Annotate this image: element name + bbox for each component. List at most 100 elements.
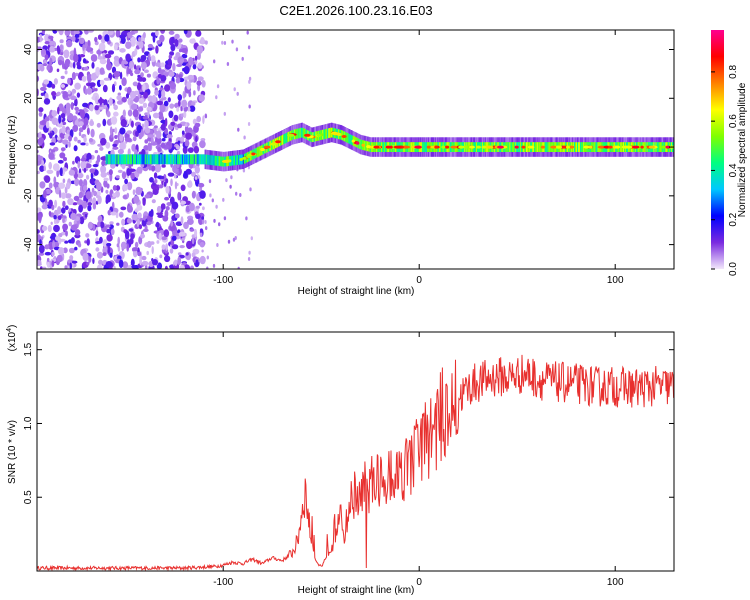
noise-speckle — [180, 136, 185, 142]
ridge-core — [383, 142, 386, 152]
noise-speckle — [201, 80, 206, 88]
noise-speckle — [64, 97, 70, 101]
noise-speckle — [122, 261, 129, 269]
noise-speckle — [112, 143, 118, 147]
noise-speckle — [164, 255, 171, 263]
noise-speckle — [147, 43, 153, 48]
noise-speckle — [117, 148, 124, 155]
noise-speckle — [191, 190, 196, 199]
ridge-core — [171, 154, 173, 165]
ridge-core — [183, 154, 185, 165]
ridge-peak — [239, 158, 243, 161]
noise-speckle — [137, 124, 142, 134]
noise-speckle — [249, 187, 252, 192]
noise-speckle — [90, 128, 95, 138]
noise-speckle — [124, 178, 128, 185]
noise-speckle — [181, 53, 188, 59]
ridge-core — [592, 142, 594, 152]
ridge-peak — [597, 145, 606, 149]
noise-speckle — [83, 66, 89, 71]
noise-speckle — [64, 240, 69, 244]
ridge-core — [218, 156, 220, 166]
noise-speckle — [100, 137, 107, 146]
noise-speckle — [53, 181, 60, 189]
ridge-core — [213, 155, 215, 166]
ridge-core — [539, 142, 541, 152]
noise-speckle — [150, 182, 158, 190]
ridge-core — [595, 142, 597, 152]
noise-speckle — [77, 161, 81, 169]
noise-speckle — [105, 198, 109, 205]
noise-speckle — [155, 62, 162, 67]
noise-speckle — [57, 59, 63, 66]
noise-speckle — [113, 71, 121, 78]
noise-speckle — [98, 42, 106, 52]
noise-speckle — [65, 230, 68, 237]
noise-speckle — [51, 260, 55, 267]
noise-speckle — [51, 47, 55, 53]
noise-speckle — [227, 239, 231, 244]
ridge-core — [112, 154, 114, 165]
noise-speckle — [197, 76, 204, 81]
ridge-core — [155, 154, 157, 165]
noise-speckle — [38, 252, 45, 256]
noise-speckle — [127, 109, 133, 117]
ridge-peak — [476, 145, 481, 149]
noise-speckle — [237, 266, 240, 269]
noise-speckle — [195, 135, 198, 143]
noise-speckle — [70, 224, 78, 231]
noise-speckle — [81, 75, 87, 82]
noise-speckle — [179, 58, 184, 63]
noise-speckle — [192, 63, 197, 70]
noise-speckle — [58, 114, 62, 124]
ridge-core — [120, 154, 122, 165]
ridge-core — [284, 133, 286, 144]
ridge-core — [116, 154, 118, 165]
noise-speckle — [173, 259, 178, 266]
noise-speckle — [89, 104, 94, 112]
colorbar-tick-label: 0.6 — [728, 114, 739, 128]
ridge-core — [191, 154, 194, 165]
ridge-core — [158, 154, 160, 165]
noise-speckle — [231, 39, 234, 44]
noise-speckle — [181, 99, 188, 108]
noise-speckle — [156, 240, 160, 244]
ridge-core — [114, 154, 116, 165]
noise-speckle — [201, 249, 204, 253]
noise-speckle — [72, 61, 76, 69]
noise-speckle — [163, 229, 170, 238]
noise-speckle — [185, 123, 188, 127]
noise-speckle — [185, 200, 191, 205]
noise-speckle — [113, 44, 118, 51]
noise-speckle — [174, 232, 180, 237]
noise-speckle — [103, 99, 108, 106]
noise-speckle — [117, 236, 120, 246]
noise-speckle — [180, 200, 187, 205]
noise-speckle — [183, 106, 188, 111]
ridge-core — [255, 148, 257, 158]
noise-speckle — [204, 220, 207, 224]
noise-speckle — [160, 203, 166, 210]
ridge-core — [168, 154, 170, 165]
noise-speckle — [206, 266, 209, 269]
ridge-core — [163, 154, 165, 165]
noise-speckle — [65, 193, 72, 199]
noise-speckle — [126, 217, 132, 224]
noise-speckle — [136, 204, 143, 211]
noise-speckle — [213, 59, 216, 64]
noise-speckle — [147, 134, 155, 138]
ridge-core — [150, 154, 152, 165]
ridge-core — [439, 142, 442, 152]
noise-speckle — [171, 244, 179, 250]
ridge-core — [137, 154, 139, 165]
noise-speckle — [195, 213, 201, 219]
noise-speckle — [86, 45, 91, 53]
noise-speckle — [107, 245, 111, 254]
ridge-core — [194, 154, 197, 165]
noise-speckle — [76, 92, 81, 98]
noise-speckle — [146, 73, 151, 78]
ridge-core — [281, 135, 283, 146]
noise-speckle — [48, 199, 53, 207]
ridge-core — [177, 154, 179, 165]
noise-speckle — [44, 116, 50, 122]
